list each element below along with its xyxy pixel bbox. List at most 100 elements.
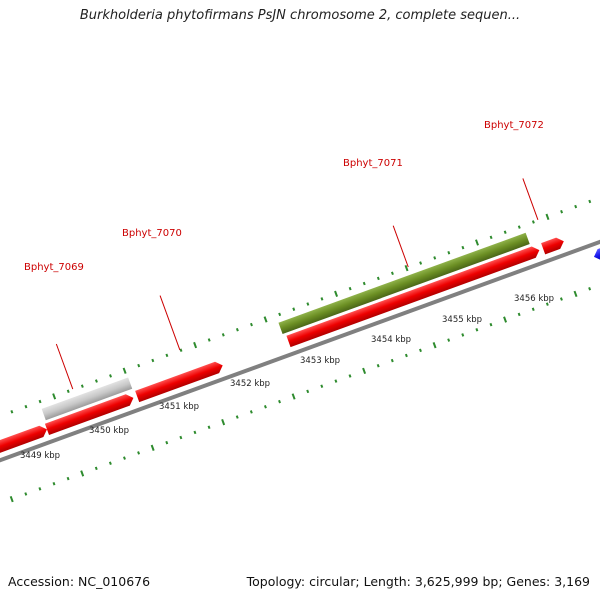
upper-tick-mark [545,213,550,221]
upper-tick-mark [165,353,169,358]
scale-label: 3451 kbp [159,402,199,412]
leader-line-bphyt-7072 [522,178,539,220]
lower-tick-mark [475,328,479,332]
lower-tick-mark [94,466,98,471]
lower-tick-mark [278,399,281,404]
upper-tick-mark [419,261,423,265]
lower-tick-mark [9,495,14,503]
upper-tick-mark [348,286,352,291]
lower-tick-mark [24,492,28,496]
lower-tick-mark [419,348,422,353]
gene-box-bphyt-7069-gray[interactable] [41,377,133,421]
upper-tick-mark [122,367,127,374]
gene-arrow-bphyt-7072[interactable] [541,236,566,255]
scale-label: 3454 kbp [371,335,411,345]
lower-tick-mark [588,287,592,291]
upper-tick-mark [461,245,465,250]
scale-label: 3452 kbp [230,379,270,389]
gene-label[interactable]: Bphyt_7072 [484,120,544,131]
chromosome-backbone [0,199,600,491]
lower-tick-mark [80,470,85,477]
upper-tick-mark [517,225,521,229]
lower-tick-mark [390,358,394,363]
lower-tick-mark [545,302,549,306]
gene-label[interactable]: Bphyt_7071 [343,158,403,169]
upper-tick-mark [250,322,253,327]
lower-tick-mark [531,307,535,312]
upper-tick-mark [320,297,324,301]
gene-box-bphyt-7071-green[interactable] [278,232,530,335]
upper-tick-mark [292,307,296,311]
upper-tick-mark [574,204,578,209]
lower-tick-mark [432,342,437,349]
scale-label: 3453 kbp [300,356,340,366]
upper-tick-mark [404,264,409,272]
lower-tick-mark [376,363,380,368]
lower-tick-mark [108,461,112,465]
lower-tick-mark [404,353,408,358]
lower-tick-mark [165,440,169,445]
upper-tick-mark [94,379,98,383]
lower-tick-track [9,287,592,503]
upper-tick-mark [109,374,112,378]
upper-tick-mark [560,209,564,214]
upper-tick-mark [334,290,339,297]
upper-tick-mark [52,393,57,400]
lower-tick-mark [447,338,451,342]
gene-arrow-left-edge[interactable] [0,424,49,472]
gene-arrow-bphyt-7070[interactable] [135,360,225,403]
upper-tick-mark [66,389,70,394]
leader-line-bphyt-7069 [55,343,74,390]
upper-tick-mark [221,333,225,337]
lower-tick-mark [221,418,226,426]
upper-tick-mark [80,384,84,388]
lower-tick-mark [179,435,183,440]
upper-tick-mark [137,363,141,368]
lower-tick-mark [461,333,465,337]
upper-tick-mark [207,338,211,342]
gene-arrow-bphyt-7071[interactable] [286,244,541,348]
upper-tick-mark [235,327,239,332]
gene-label[interactable]: Bphyt_7070 [122,228,182,239]
gene-arrow-bphyt-7069[interactable] [44,392,136,435]
lower-tick-mark [150,444,155,451]
upper-tick-mark [10,410,14,414]
upper-tick-mark [531,220,535,224]
upper-tick-mark [278,312,282,317]
gene-arrow-reverse-strand[interactable] [592,213,600,263]
summary-text: Topology: circular; Length: 3,625,999 bp… [246,574,590,589]
lower-tick-mark [306,389,310,394]
lower-tick-mark [137,451,141,455]
upper-tick-mark [390,271,394,276]
upper-tick-track [10,199,592,414]
upper-tick-mark [489,235,493,240]
lower-tick-mark [249,410,253,414]
upper-tick-mark [151,358,155,363]
lower-tick-mark [348,374,352,378]
map-title: Burkholderia phytofirmans PsJN chromosom… [79,8,521,23]
lower-tick-mark [291,393,296,400]
lower-tick-mark [207,425,211,430]
upper-tick-mark [588,199,592,204]
gene-label[interactable]: Bphyt_7069 [24,262,84,273]
upper-tick-mark [179,348,183,352]
upper-tick-mark [193,341,198,349]
upper-tick-mark [306,302,310,306]
scale-label: 3450 kbp [89,426,129,436]
leader-line-bphyt-7070 [159,295,181,351]
scale-label: 3449 kbp [20,451,60,461]
lower-tick-mark [362,367,367,375]
upper-tick-mark [38,399,42,404]
scale-label: 3456 kbp [514,294,554,304]
upper-tick-mark [263,316,268,323]
lower-tick-mark [559,297,563,301]
upper-tick-mark [362,281,366,286]
upper-tick-mark [503,230,507,234]
lower-tick-mark [334,379,338,383]
upper-tick-mark [447,251,451,255]
lower-tick-mark [38,487,42,491]
accession-text: Accession: NC_010676 [8,574,151,589]
lower-tick-mark [503,316,508,323]
lower-tick-mark [123,456,126,460]
